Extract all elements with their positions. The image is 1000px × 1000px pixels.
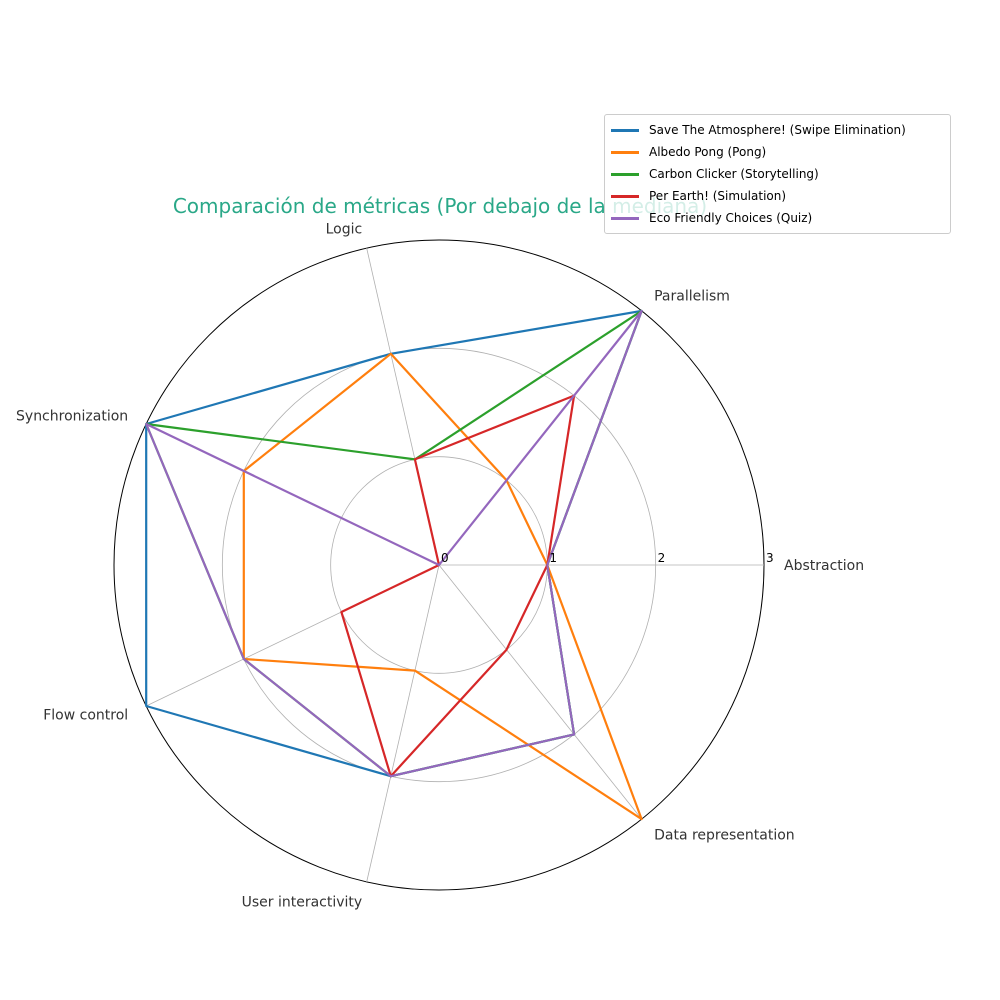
radar-series (145, 309, 643, 821)
series-line (242, 352, 643, 821)
radial-tick-label: 2 (658, 551, 666, 565)
legend-item: Albedo Pong (Pong) (605, 141, 950, 163)
legend: Save The Atmosphere! (Swipe Elimination)… (604, 114, 951, 234)
axis-label: Flow control (43, 708, 128, 724)
radar-spoke (438, 564, 642, 820)
radar-labels: 0 1 2 3 Abstraction Parallelism Logic Synchroni… (16, 222, 864, 911)
legend-label: Eco Friendly Choices (Quiz) (649, 211, 813, 225)
legend-swatch (611, 216, 639, 220)
legend-swatch (611, 194, 639, 198)
axis-label: Synchronization (16, 408, 128, 424)
axis-label: Logic (326, 222, 363, 238)
legend-item: Carbon Clicker (Storytelling) (605, 163, 950, 185)
legend-swatch (611, 128, 639, 132)
radar-spoke (366, 564, 440, 882)
legend-label: Albedo Pong (Pong) (649, 145, 767, 159)
legend-swatch (611, 150, 639, 154)
legend-label: Per Earth! (Simulation) (649, 189, 787, 203)
axis-label: Parallelism (654, 288, 730, 304)
legend-item: Eco Friendly Choices (Quiz) (605, 207, 950, 229)
legend-label: Carbon Clicker (Storytelling) (649, 167, 819, 181)
axis-label: Data representation (654, 828, 795, 844)
legend-item: Per Earth! (Simulation) (605, 185, 950, 207)
series-line (340, 394, 576, 778)
radial-tick-label: 1 (549, 551, 557, 565)
radial-tick-label: 3 (766, 551, 774, 565)
legend-label: Save The Atmosphere! (Swipe Elimination) (649, 123, 906, 137)
legend-swatch (611, 172, 639, 176)
radial-tick-label: 0 (441, 551, 449, 565)
axis-label: Abstraction (784, 558, 864, 574)
axis-label: User interactivity (242, 894, 363, 910)
series-line (145, 309, 643, 778)
legend-item: Save The Atmosphere! (Swipe Elimination) (605, 119, 950, 141)
